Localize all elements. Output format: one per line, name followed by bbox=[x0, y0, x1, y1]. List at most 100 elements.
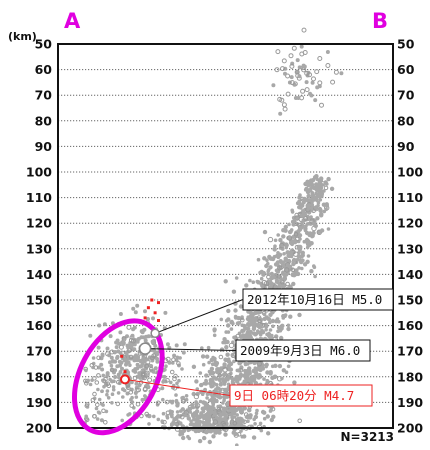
data-point bbox=[265, 258, 269, 263]
y-tick-label-right: 60 bbox=[397, 62, 415, 77]
data-point bbox=[290, 242, 295, 247]
data-point bbox=[262, 416, 267, 421]
data-point bbox=[226, 359, 232, 364]
data-point bbox=[161, 411, 166, 416]
data-point bbox=[264, 327, 268, 332]
data-point bbox=[280, 376, 284, 381]
data-point bbox=[108, 360, 112, 365]
data-point bbox=[232, 335, 236, 340]
data-point bbox=[175, 381, 179, 386]
data-point bbox=[143, 394, 147, 398]
data-point bbox=[238, 334, 244, 339]
data-point bbox=[305, 222, 310, 226]
data-point bbox=[189, 419, 193, 424]
data-point bbox=[268, 320, 272, 325]
data-point bbox=[279, 242, 285, 249]
data-point bbox=[268, 312, 273, 317]
data-point bbox=[232, 421, 238, 426]
data-point bbox=[313, 274, 317, 279]
data-point bbox=[292, 273, 297, 278]
data-point bbox=[339, 71, 344, 76]
data-point bbox=[318, 208, 323, 212]
data-point bbox=[297, 74, 302, 79]
data-point bbox=[267, 236, 274, 243]
data-point bbox=[250, 316, 255, 321]
data-point bbox=[298, 193, 302, 197]
data-point bbox=[118, 350, 123, 355]
y-tick-label-left: 90 bbox=[35, 139, 53, 154]
y-tick-label-left: 70 bbox=[35, 88, 53, 103]
data-point bbox=[260, 328, 264, 333]
section-end-b: B bbox=[372, 9, 388, 33]
data-point bbox=[203, 401, 208, 405]
y-tick-label-left: 170 bbox=[26, 344, 52, 359]
data-point bbox=[254, 332, 259, 336]
data-point bbox=[211, 406, 216, 411]
data-point bbox=[245, 326, 251, 331]
data-point bbox=[135, 303, 140, 308]
data-point bbox=[207, 415, 212, 420]
y-tick-label-right: 50 bbox=[397, 37, 415, 52]
data-point bbox=[190, 402, 195, 408]
data-point bbox=[207, 439, 212, 445]
data-point bbox=[315, 85, 320, 90]
data-point bbox=[330, 79, 336, 85]
data-point bbox=[235, 379, 240, 384]
data-point bbox=[272, 247, 277, 251]
callout-leader bbox=[154, 299, 244, 334]
data-point bbox=[310, 80, 315, 85]
data-point bbox=[287, 229, 293, 235]
y-tick-label-right: 120 bbox=[397, 216, 423, 231]
data-point bbox=[256, 257, 261, 262]
data-point bbox=[324, 207, 329, 212]
data-point bbox=[169, 380, 173, 385]
data-point bbox=[118, 330, 123, 335]
data-point bbox=[129, 380, 134, 385]
callout-box bbox=[229, 384, 373, 407]
data-point bbox=[181, 350, 186, 355]
data-point bbox=[160, 386, 165, 391]
data-point bbox=[306, 254, 311, 258]
data-point bbox=[309, 215, 313, 219]
data-point bbox=[201, 420, 205, 425]
data-point bbox=[293, 231, 299, 237]
data-point bbox=[156, 417, 161, 422]
data-point bbox=[291, 222, 296, 227]
data-point bbox=[96, 345, 101, 350]
data-point bbox=[273, 262, 279, 267]
data-point bbox=[303, 216, 309, 221]
y-tick-label-right: 70 bbox=[397, 88, 415, 103]
data-point bbox=[118, 370, 123, 374]
data-point bbox=[211, 375, 217, 380]
data-point bbox=[201, 362, 206, 367]
data-point bbox=[224, 318, 229, 323]
data-point bbox=[221, 401, 225, 405]
data-point bbox=[291, 261, 296, 267]
data-point bbox=[138, 365, 142, 369]
data-point bbox=[301, 27, 307, 33]
depth-unit-label: (km) bbox=[8, 30, 37, 43]
data-point bbox=[289, 63, 295, 69]
data-point bbox=[302, 196, 307, 202]
data-point bbox=[200, 346, 204, 350]
data-point bbox=[153, 343, 158, 348]
data-point bbox=[147, 377, 153, 383]
data-point bbox=[251, 280, 256, 285]
data-point bbox=[280, 284, 285, 288]
data-point bbox=[278, 111, 283, 116]
data-point bbox=[131, 368, 136, 373]
data-point bbox=[102, 322, 107, 327]
data-point bbox=[284, 243, 289, 248]
data-point bbox=[242, 434, 247, 439]
data-point bbox=[268, 257, 273, 261]
data-point bbox=[226, 308, 231, 314]
data-point bbox=[283, 257, 289, 263]
data-point bbox=[318, 198, 323, 202]
data-point bbox=[149, 366, 154, 372]
data-point bbox=[317, 185, 321, 189]
data-point bbox=[218, 382, 223, 387]
data-point bbox=[255, 408, 259, 413]
data-point bbox=[142, 375, 147, 381]
callout-leader bbox=[145, 348, 237, 351]
callout-label: 2009年9月3日 M6.0 bbox=[240, 343, 360, 358]
